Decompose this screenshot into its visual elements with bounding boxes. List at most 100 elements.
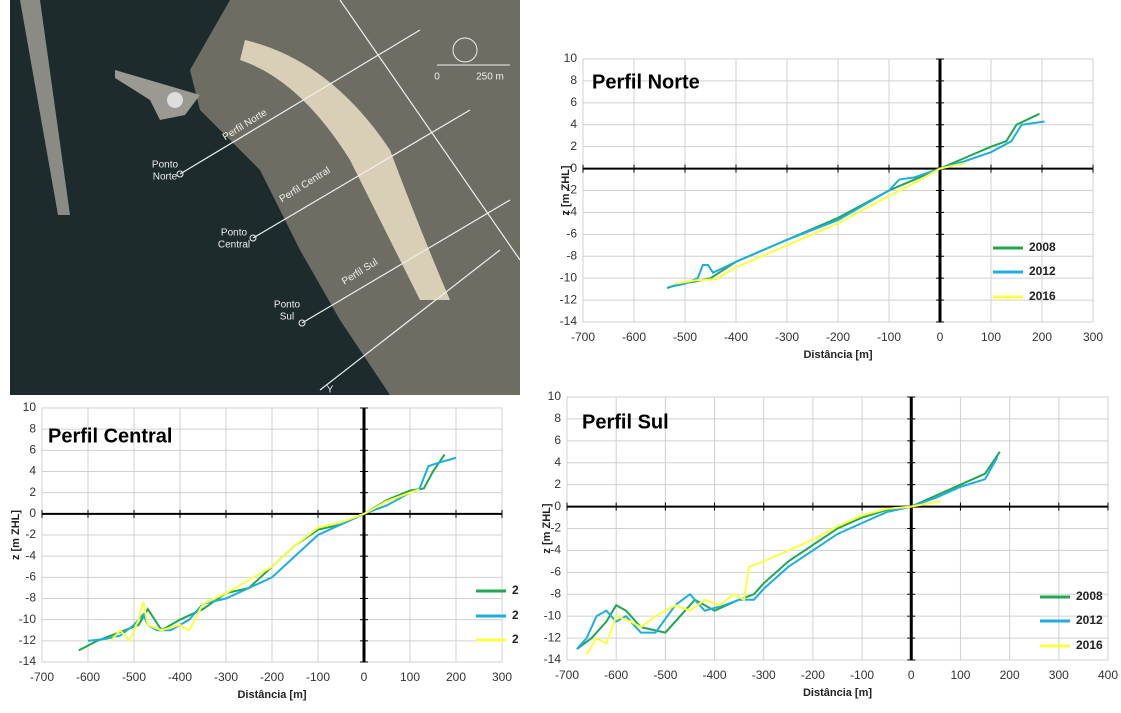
y-tick-label: 8: [554, 411, 561, 425]
x-tick-label: -500: [673, 330, 697, 344]
y-tick-label: 4: [554, 455, 561, 469]
chart-title: Perfil Norte: [592, 71, 700, 93]
map-label: Norte: [153, 172, 178, 183]
y-tick-label: 6: [570, 95, 577, 109]
x-tick-label: -300: [775, 330, 799, 344]
y-tick-label: -12: [19, 633, 37, 647]
legend-label: 2016: [1029, 289, 1056, 303]
legend-label: 2008: [1076, 589, 1103, 603]
x-tick-label: 0: [361, 670, 368, 684]
x-tick-label: -300: [214, 670, 238, 684]
x-tick-label: 200: [1032, 330, 1052, 344]
y-axis-title: z [m ZHL]: [560, 165, 572, 215]
x-tick-label: -500: [653, 668, 677, 682]
y-tick-label: 2: [554, 477, 561, 491]
x-tick-label: 300: [1083, 330, 1103, 344]
y-tick-label: 10: [23, 400, 37, 414]
map-label: Ponto: [152, 160, 179, 171]
x-tick-label: -400: [168, 670, 192, 684]
y-tick-label: -6: [550, 565, 561, 579]
y-tick-label: 2: [570, 139, 577, 153]
x-tick-label: 300: [492, 670, 512, 684]
map-label: Central: [218, 240, 250, 251]
legend-label: 2012: [512, 608, 539, 622]
x-tick-label: -200: [801, 668, 825, 682]
map-label: Sul: [280, 312, 294, 323]
x-tick-label: 0: [908, 668, 915, 682]
x-tick-label: 0: [937, 330, 944, 344]
map-label: Y: [327, 385, 334, 396]
y-tick-label: -8: [566, 248, 577, 262]
aerial-map: Perfil NortePontoNortePerfil CentralPont…: [10, 0, 520, 396]
y-tick-label: 6: [29, 443, 36, 457]
y-tick-label: -14: [19, 654, 37, 668]
y-tick-label: 6: [554, 433, 561, 447]
x-tick-label: 300: [1049, 668, 1069, 682]
x-tick-label: -100: [306, 670, 330, 684]
y-tick-label: -14: [560, 314, 578, 328]
x-tick-label: -600: [76, 670, 100, 684]
x-tick-label: -600: [622, 330, 646, 344]
y-tick-label: -8: [550, 586, 561, 600]
map-label: Ponto: [274, 300, 301, 311]
y-tick-label: 2: [29, 485, 36, 499]
chart: -700 -600 -500 -400 -300 -200 -100 0 100 200 300 -1…: [560, 51, 1104, 361]
y-tick-label: -8: [25, 591, 36, 605]
x-tick-label: -700: [555, 668, 579, 682]
chart-title: Perfil Sul: [582, 411, 669, 433]
x-tick-label: -700: [30, 670, 54, 684]
y-tick-label: 8: [29, 421, 36, 435]
y-tick-label: -10: [560, 270, 578, 284]
y-tick-label: -2: [25, 527, 36, 541]
y-tick-label: -4: [25, 548, 36, 562]
y-tick-label: -6: [566, 227, 577, 241]
x-tick-label: 100: [950, 668, 970, 682]
y-axis-title: z [m ZHL]: [10, 510, 22, 560]
y-tick-label: -12: [544, 630, 562, 644]
chart-title: Perfil Central: [48, 425, 172, 447]
legend-label: 2016: [1076, 638, 1103, 652]
map-label: 250 m: [476, 72, 504, 83]
x-tick-label: 100: [400, 670, 420, 684]
legend-label: 2008: [512, 583, 539, 597]
y-tick-label: -10: [544, 608, 562, 622]
y-tick-label: -10: [19, 612, 37, 626]
x-axis-title: Distância [m]: [803, 349, 872, 361]
figure: Perfil NortePontoNortePerfil CentralPont…: [0, 0, 1121, 713]
x-tick-label: -400: [703, 668, 727, 682]
page: Perfil NortePontoNortePerfil CentralPont…: [0, 0, 1121, 713]
y-tick-label: 8: [570, 73, 577, 87]
x-tick-label: 400: [1098, 668, 1118, 682]
map-label: Ponto: [221, 228, 248, 239]
x-tick-label: -700: [571, 330, 595, 344]
x-axis-title: Distância [m]: [237, 689, 306, 701]
x-tick-label: -400: [724, 330, 748, 344]
x-tick-label: -600: [604, 668, 628, 682]
x-tick-label: 200: [446, 670, 466, 684]
y-axis-title: z [m ZHL]: [541, 503, 553, 553]
y-tick-label: 0: [554, 499, 561, 513]
x-tick-label: -100: [877, 330, 901, 344]
x-tick-label: 200: [1000, 668, 1020, 682]
y-tick-label: 10: [564, 51, 578, 65]
x-tick-label: -200: [260, 670, 284, 684]
x-axis-title: Distância [m]: [803, 687, 872, 699]
x-tick-label: -200: [826, 330, 850, 344]
y-tick-label: 10: [548, 389, 562, 403]
x-tick-label: -500: [122, 670, 146, 684]
y-tick-label: 4: [570, 117, 577, 131]
x-tick-label: -100: [850, 668, 874, 682]
legend-label: 2012: [1029, 264, 1056, 278]
x-tick-label: 100: [981, 330, 1001, 344]
y-tick-label: 4: [29, 464, 36, 478]
legend-label: 2008: [1029, 240, 1056, 254]
legend-label: 2016: [512, 632, 539, 646]
y-tick-label: 0: [29, 506, 36, 520]
y-tick-label: -6: [25, 570, 36, 584]
legend-label: 2012: [1076, 613, 1103, 627]
y-tick-label: -12: [560, 292, 578, 306]
map-label: 0: [434, 72, 440, 83]
x-tick-label: -300: [752, 668, 776, 682]
